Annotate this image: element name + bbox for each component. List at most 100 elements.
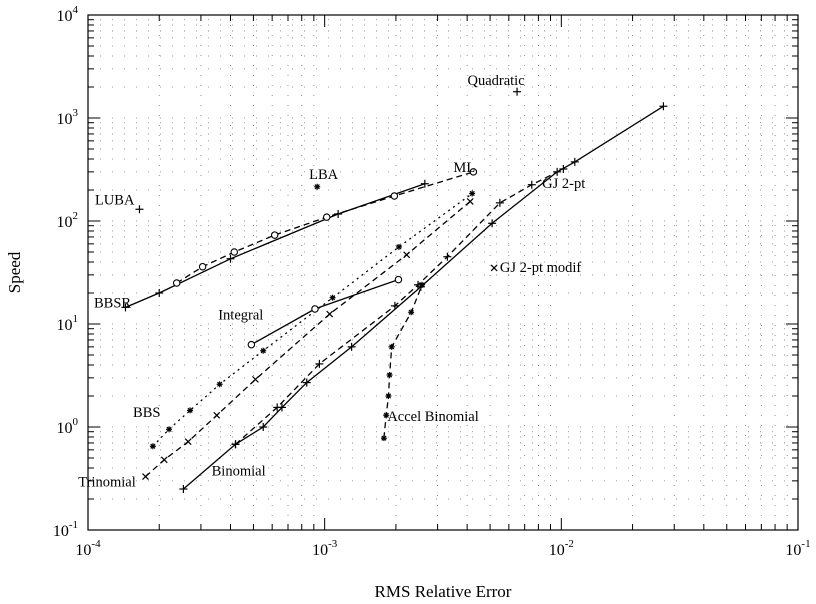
series-label: ML bbox=[453, 160, 475, 176]
data-point bbox=[553, 167, 562, 176]
series-line bbox=[235, 168, 564, 445]
marker-x bbox=[466, 197, 474, 205]
marker-circle bbox=[198, 262, 207, 271]
axis-ticks: 10-4 10-3 10-2 10-1 10-1 100 101 102 103 104 bbox=[53, 4, 811, 559]
series-label: Accel Binomial bbox=[387, 409, 478, 425]
x-tick-label: 10-1 bbox=[785, 538, 810, 559]
y-tick-label: 10-1 bbox=[53, 519, 78, 540]
data-point bbox=[659, 102, 668, 111]
series-line bbox=[250, 278, 399, 346]
x-tick-label: 10-4 bbox=[75, 538, 101, 559]
series-line bbox=[125, 183, 426, 308]
data-point bbox=[166, 426, 173, 433]
marker-star bbox=[396, 244, 402, 250]
x-tick-label: 10-2 bbox=[549, 538, 574, 559]
series-label: Trinomial bbox=[78, 474, 135, 490]
series-line bbox=[176, 171, 474, 284]
series-labels: Quadratic LUBA LBA GJ 2-pt modif ML BBSR GJ 2-… bbox=[78, 73, 585, 491]
data-point bbox=[135, 205, 144, 214]
data-point bbox=[259, 423, 268, 431]
marker-star bbox=[419, 282, 425, 288]
data-point bbox=[326, 310, 334, 318]
series-label: LBA bbox=[309, 167, 339, 183]
data-point bbox=[334, 209, 343, 218]
data-point bbox=[270, 231, 279, 239]
marker-x bbox=[403, 251, 411, 259]
data-point bbox=[490, 264, 498, 272]
marker-star bbox=[150, 443, 156, 449]
series-label: BBS bbox=[133, 405, 160, 421]
data-point bbox=[311, 305, 319, 313]
marker-x bbox=[326, 310, 334, 318]
data-point bbox=[394, 275, 403, 284]
marker-x bbox=[490, 264, 498, 272]
data-point bbox=[187, 407, 194, 414]
data-point bbox=[513, 87, 522, 96]
marker-star bbox=[260, 348, 266, 354]
data-point bbox=[466, 197, 474, 205]
marker-circle bbox=[247, 340, 256, 349]
data-point bbox=[160, 456, 168, 464]
data-point bbox=[408, 309, 415, 316]
data-point bbox=[570, 157, 579, 166]
data-point bbox=[230, 248, 239, 256]
data-point bbox=[443, 252, 452, 261]
series-label: GJ 2-pt modif bbox=[500, 260, 582, 276]
series-markers bbox=[121, 87, 668, 494]
data-point bbox=[198, 262, 207, 271]
data-point bbox=[488, 219, 497, 228]
data-point bbox=[216, 381, 223, 388]
marker-star bbox=[314, 184, 320, 190]
marker-star bbox=[408, 309, 414, 315]
marker-star bbox=[187, 407, 193, 414]
y-tick-label: 100 bbox=[57, 416, 79, 437]
data-point bbox=[419, 281, 426, 288]
marker-circle bbox=[270, 231, 279, 239]
series-label: GJ 2-pt bbox=[542, 176, 585, 192]
y-axis-title: Speed bbox=[5, 251, 24, 293]
data-point bbox=[213, 411, 221, 419]
marker-circle bbox=[322, 213, 331, 221]
data-point bbox=[386, 371, 393, 378]
data-point bbox=[390, 192, 399, 200]
series-line bbox=[145, 200, 471, 478]
marker-star bbox=[385, 393, 392, 399]
marker-star bbox=[469, 190, 475, 197]
data-point bbox=[390, 301, 399, 310]
data-point bbox=[149, 443, 156, 450]
data-point bbox=[559, 164, 568, 173]
data-point bbox=[383, 412, 390, 419]
y-tick-label: 101 bbox=[57, 313, 79, 334]
data-point bbox=[380, 435, 387, 442]
series-line bbox=[182, 105, 664, 490]
data-point bbox=[155, 288, 164, 297]
data-point bbox=[495, 198, 504, 207]
series-label: LUBA bbox=[95, 192, 135, 208]
marker-star bbox=[383, 412, 389, 418]
marker-star bbox=[389, 344, 395, 350]
marker-star bbox=[386, 372, 393, 378]
series-label: Quadratic bbox=[467, 73, 524, 89]
data-point bbox=[314, 183, 321, 190]
data-point bbox=[273, 403, 282, 412]
marker-x bbox=[184, 438, 192, 446]
marker-circle bbox=[311, 305, 319, 313]
marker-star bbox=[329, 295, 336, 301]
marker-x bbox=[142, 473, 149, 481]
marker-circle bbox=[390, 192, 399, 200]
marker-star bbox=[217, 381, 223, 387]
marker-x bbox=[213, 411, 221, 419]
plot-frame bbox=[87, 14, 799, 531]
y-tick-label: 102 bbox=[57, 210, 79, 231]
data-point bbox=[385, 392, 392, 399]
data-point bbox=[121, 303, 130, 312]
marker-circle bbox=[394, 275, 403, 284]
data-point bbox=[388, 343, 395, 350]
marker-circle bbox=[230, 248, 239, 256]
data-point bbox=[179, 485, 188, 494]
marker-x bbox=[252, 375, 259, 383]
data-point bbox=[172, 279, 181, 287]
data-point bbox=[302, 378, 311, 387]
data-point bbox=[469, 190, 476, 197]
